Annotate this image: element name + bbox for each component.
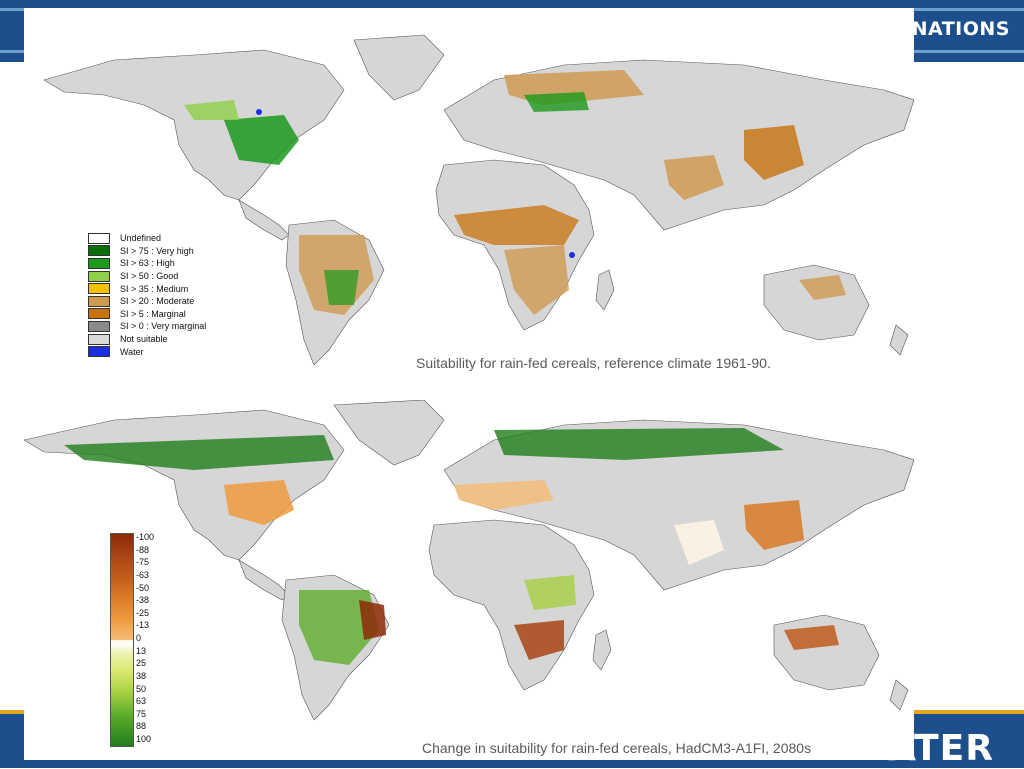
legend-item: SI > 20 : Moderate xyxy=(88,295,206,308)
legend-label: SI > 75 : Very high xyxy=(120,245,194,256)
legend-swatch xyxy=(88,320,110,332)
suitability-patches xyxy=(184,70,846,315)
patch-south-brazil xyxy=(324,270,359,305)
colorbar-tick-label: 88 xyxy=(136,721,147,732)
patch-ukraine xyxy=(524,92,589,112)
world-map-bottom xyxy=(24,400,914,721)
legend-swatch xyxy=(88,245,110,257)
patch-china-decline xyxy=(744,500,804,550)
legend-item: Undefined xyxy=(88,232,206,245)
australia-landmass xyxy=(763,264,870,341)
eurasia-landmass xyxy=(443,419,914,591)
caption-top-map: Suitability for rain-fed cereals, refere… xyxy=(416,355,771,371)
colorbar-tick-label: -50 xyxy=(136,582,150,593)
patch-southern-africa-decline xyxy=(514,620,564,660)
legend-label: SI > 35 : Medium xyxy=(120,283,189,294)
caption-bottom-map: Change in suitability for rain-fed cerea… xyxy=(422,740,812,756)
legend-item: SI > 35 : Medium xyxy=(88,282,206,295)
legend-item: SI > 0 : Very marginal xyxy=(88,320,206,333)
legend-swatch xyxy=(88,295,110,307)
legend-swatch xyxy=(88,257,110,269)
change-patches xyxy=(64,428,839,665)
patch-sahel xyxy=(454,205,579,245)
patch-india-change xyxy=(674,520,724,565)
colorbar-tick-label: -75 xyxy=(136,557,150,568)
suitability-reference-map xyxy=(24,20,914,380)
new-zealand-landmass xyxy=(889,679,909,711)
patch-east-africa xyxy=(524,575,576,610)
legend-item: Not suitable xyxy=(88,333,206,346)
legend-swatch xyxy=(88,308,110,320)
legend-item: SI > 63 : High xyxy=(88,257,206,270)
new-zealand-landmass xyxy=(889,324,909,356)
central-america-landmass xyxy=(238,199,290,241)
suitability-change-map xyxy=(24,400,914,730)
legend-label: SI > 0 : Very marginal xyxy=(120,321,207,332)
legend-label: SI > 63 : High xyxy=(120,258,175,269)
madagascar-landmass xyxy=(592,629,612,671)
colorbar-tick-label: -88 xyxy=(136,544,150,555)
legend-label: SI > 50 : Good xyxy=(120,271,179,282)
north-america-landmass xyxy=(43,49,345,201)
patch-india xyxy=(664,155,724,200)
legend-swatch xyxy=(88,270,110,282)
legend-label: SI > 5 : Marginal xyxy=(120,308,186,319)
patch-us-decline xyxy=(224,480,294,525)
patch-amazon xyxy=(299,590,379,665)
colorbar-tick-label: 100 xyxy=(136,734,152,744)
patch-us-cornbelt xyxy=(224,115,299,165)
colorbar-tick-label: -100 xyxy=(136,532,155,542)
suitability-legend: Undefined SI > 75 : Very high SI > 63 : Hi… xyxy=(88,232,206,358)
legend-swatch xyxy=(88,232,110,244)
legend-item: SI > 75 : Very high xyxy=(88,245,206,258)
legend-item: SI > 50 : Good xyxy=(88,270,206,283)
patch-europe-decline xyxy=(454,480,554,510)
header-brand-text: D NATIONS xyxy=(888,18,1010,40)
colorbar-tick-label: 75 xyxy=(136,708,147,719)
greenland-landmass xyxy=(333,400,445,466)
legend-label: SI > 20 : Moderate xyxy=(120,296,195,307)
colorbar-tick-label: -38 xyxy=(136,595,150,606)
legend-item: SI > 5 : Marginal xyxy=(88,308,206,321)
colorbar-tick-label: 25 xyxy=(136,658,147,669)
colorbar-tick-label: 13 xyxy=(136,645,147,656)
colorbar-tick-label: 50 xyxy=(136,683,147,694)
patch-canada-prairie xyxy=(184,100,239,120)
water-great-lakes xyxy=(256,109,262,115)
legend-swatch xyxy=(88,283,110,295)
legend-label: Undefined xyxy=(120,233,162,244)
patch-boreal-north-america xyxy=(64,435,334,470)
legend-item: Water xyxy=(88,345,206,358)
patch-australia-decline xyxy=(784,625,839,650)
patch-china xyxy=(744,125,804,180)
patch-ne-brazil-decline xyxy=(359,600,386,640)
world-map-top xyxy=(43,34,914,366)
colorbar-tick-label: 63 xyxy=(136,696,147,707)
colorbar-tick-label: -25 xyxy=(136,607,150,618)
colorbar-tick-label: -13 xyxy=(136,620,150,631)
patch-east-australia xyxy=(799,275,846,300)
legend-swatch xyxy=(88,333,110,345)
central-america-landmass xyxy=(238,559,290,601)
greenland-landmass xyxy=(353,34,445,101)
colorbar-tick-label: 38 xyxy=(136,670,147,681)
patch-central-africa xyxy=(504,245,569,315)
water-lake-victoria xyxy=(569,252,575,258)
change-colorbar xyxy=(110,533,134,747)
legend-swatch xyxy=(88,346,110,358)
patch-boreal-eurasia xyxy=(494,428,784,460)
madagascar-landmass xyxy=(595,269,615,311)
legend-label: Water xyxy=(120,346,144,357)
north-america-landmass xyxy=(24,409,345,561)
legend-label: Not suitable xyxy=(120,334,168,345)
colorbar-tick-label: 0 xyxy=(136,633,142,643)
colorbar-tick-label: -63 xyxy=(136,569,150,580)
